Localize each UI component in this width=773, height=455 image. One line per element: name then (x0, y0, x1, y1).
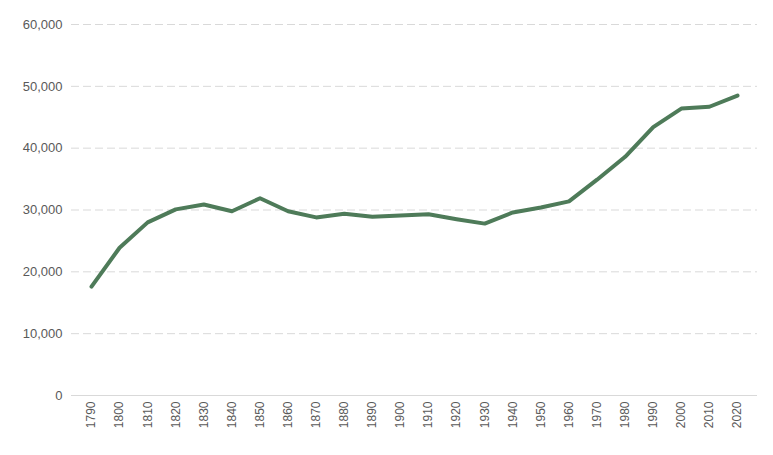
svg-text:1960: 1960 (562, 401, 576, 428)
svg-text:1860: 1860 (281, 401, 295, 428)
svg-text:1970: 1970 (590, 401, 604, 428)
svg-text:1930: 1930 (478, 401, 492, 428)
svg-text:1900: 1900 (393, 401, 407, 428)
svg-text:50,000: 50,000 (23, 78, 63, 93)
svg-text:1880: 1880 (337, 401, 351, 428)
svg-text:1940: 1940 (506, 401, 520, 428)
svg-text:30,000: 30,000 (23, 202, 63, 217)
svg-text:0: 0 (55, 388, 62, 403)
svg-text:10,000: 10,000 (23, 326, 63, 341)
svg-text:1890: 1890 (365, 401, 379, 428)
svg-text:20,000: 20,000 (23, 264, 63, 279)
svg-text:1950: 1950 (534, 401, 548, 428)
svg-text:1870: 1870 (309, 401, 323, 428)
svg-text:1980: 1980 (618, 401, 632, 428)
svg-text:1840: 1840 (225, 401, 239, 428)
svg-text:1910: 1910 (421, 401, 435, 428)
svg-text:2020: 2020 (730, 401, 744, 428)
svg-text:1990: 1990 (646, 401, 660, 428)
svg-text:1920: 1920 (449, 401, 463, 428)
svg-text:1830: 1830 (197, 401, 211, 428)
svg-text:2010: 2010 (702, 401, 716, 428)
svg-text:1850: 1850 (253, 401, 267, 428)
svg-text:40,000: 40,000 (23, 140, 63, 155)
svg-text:1820: 1820 (169, 401, 183, 428)
svg-text:60,000: 60,000 (23, 17, 63, 32)
svg-text:1790: 1790 (84, 401, 98, 428)
svg-text:2000: 2000 (674, 401, 688, 428)
svg-text:1800: 1800 (112, 401, 126, 428)
svg-text:1810: 1810 (141, 401, 155, 428)
